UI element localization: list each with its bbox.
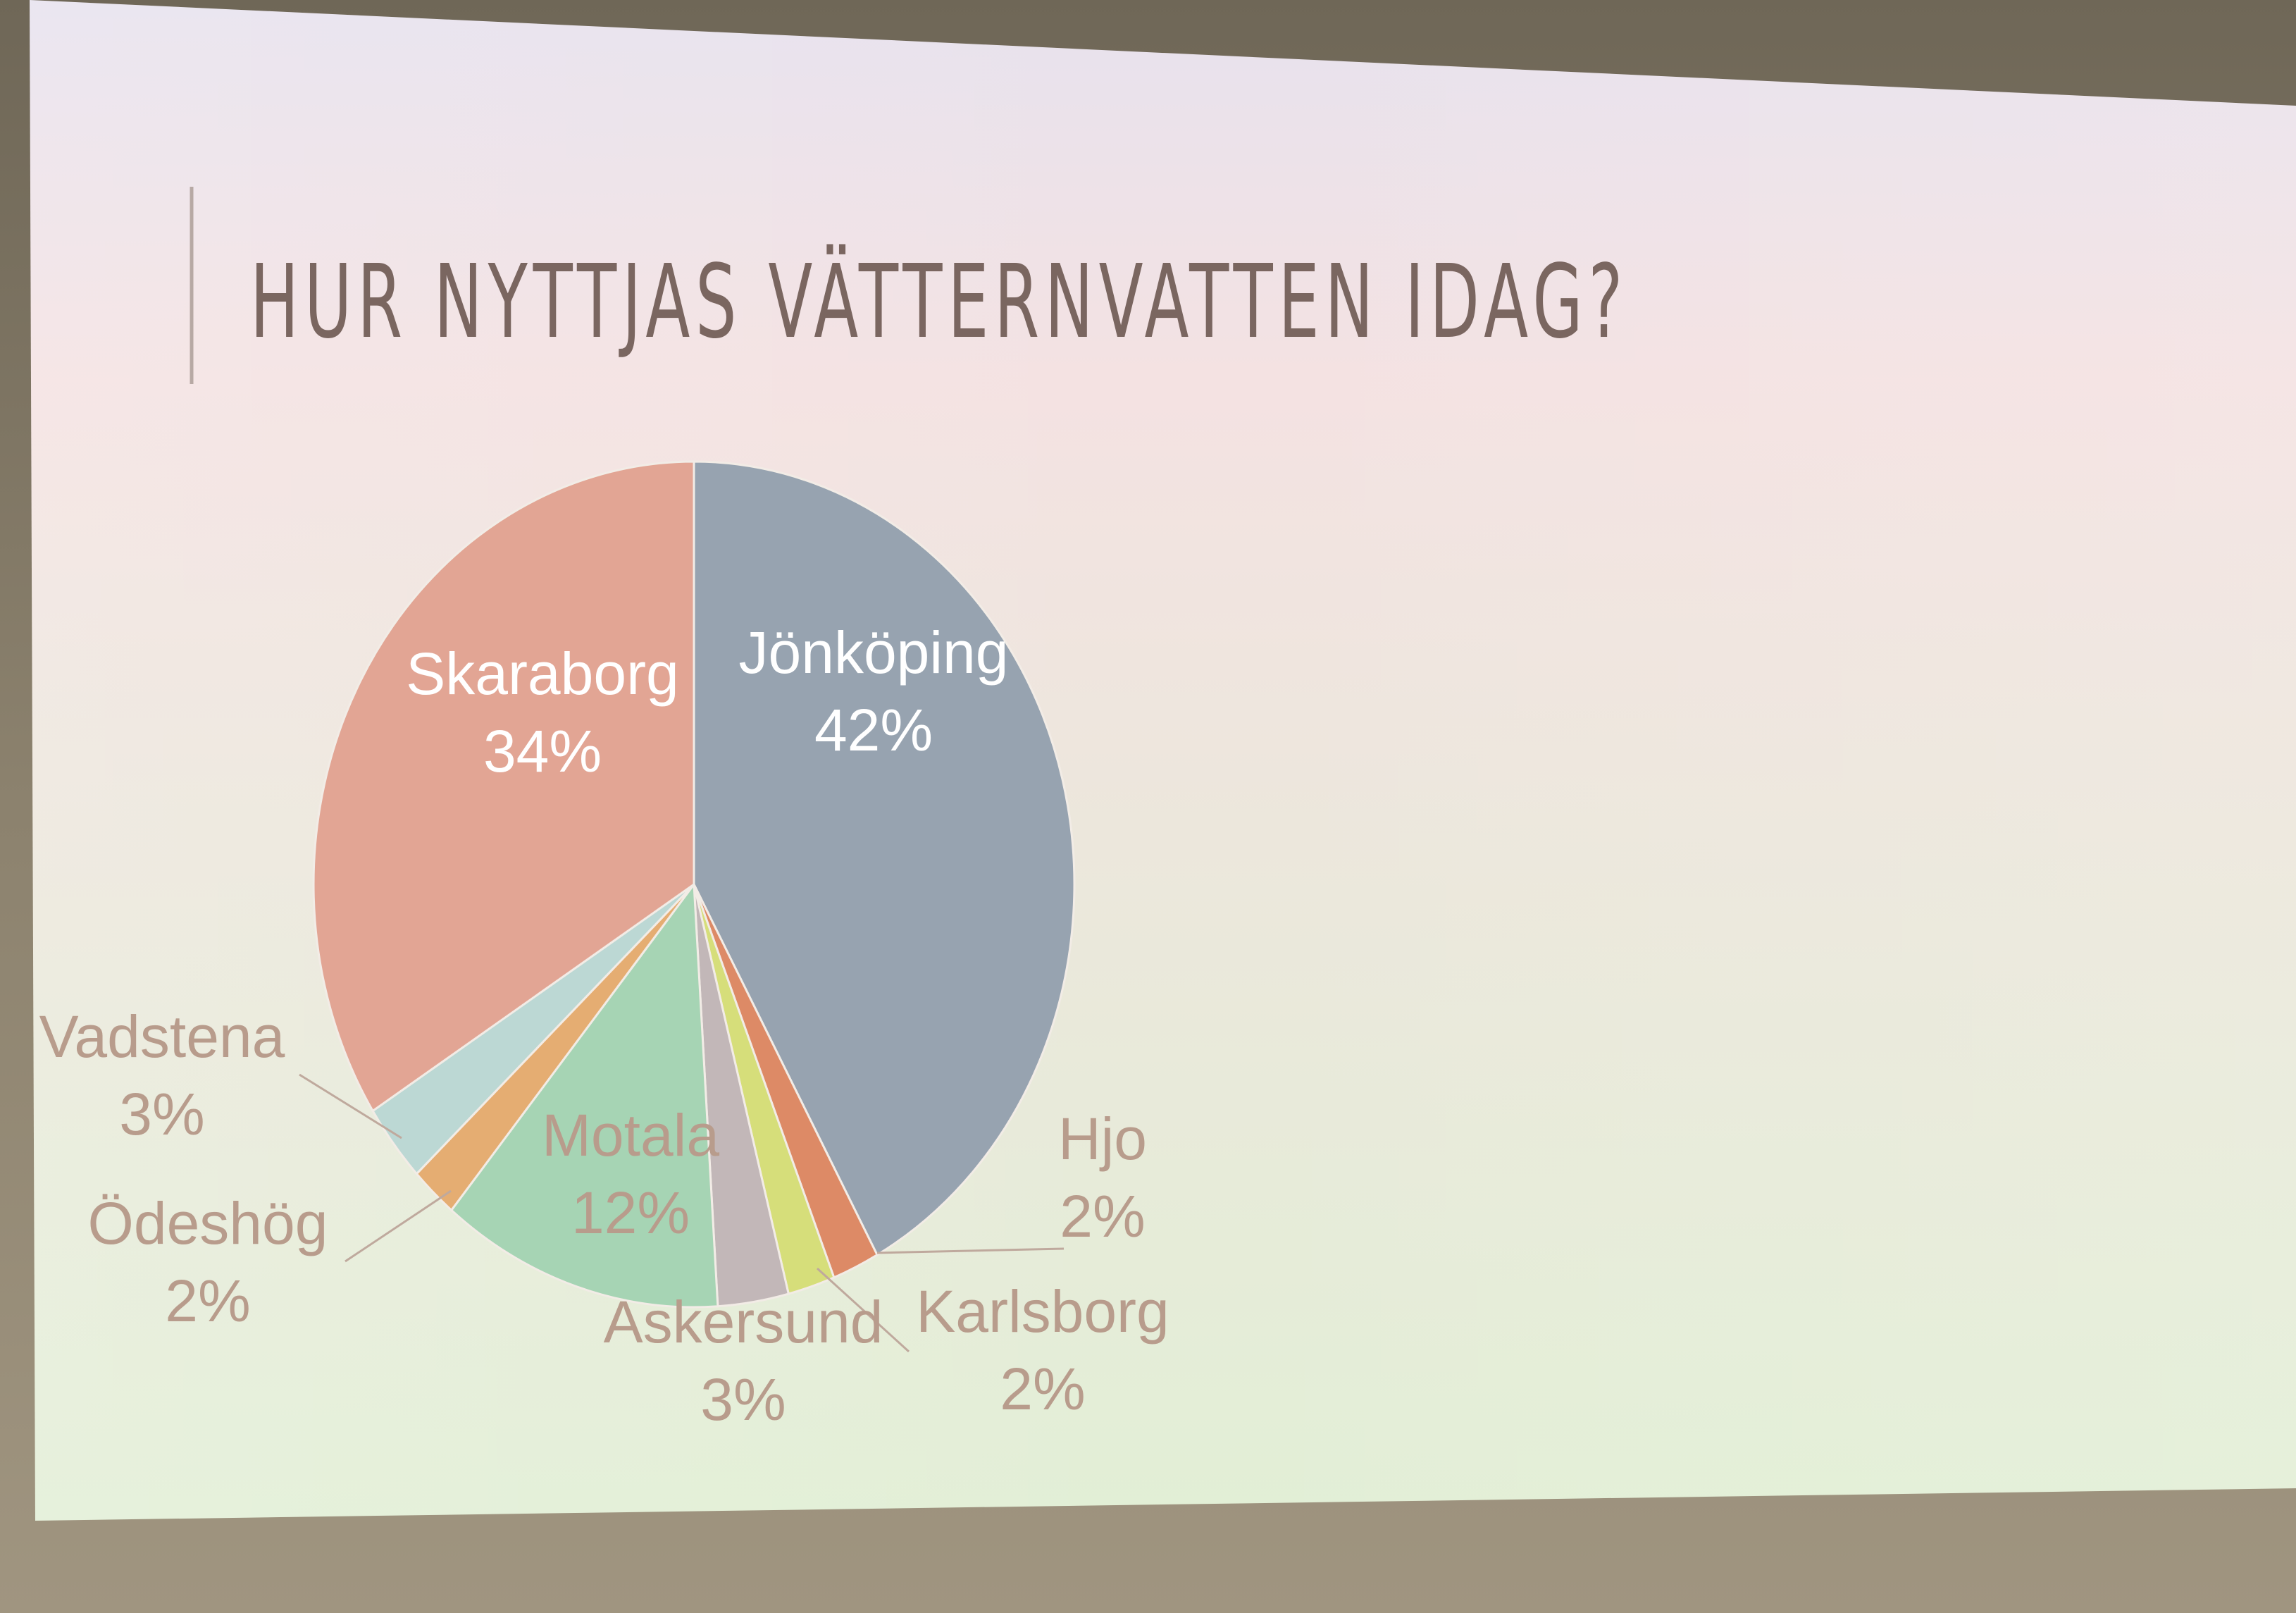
slice-label-vadstena: Vadstena [39, 1003, 285, 1070]
pie-chart: Jönköping 42% Hjo 2% Karlsborg 2% Askersund 3% M… [39, 460, 1169, 1433]
slice-pct-jonkoping: 42% [814, 697, 933, 763]
slice-pct-karlsborg: 2% [1000, 1356, 1085, 1422]
slice-pct-vadstena: 3% [119, 1081, 204, 1147]
slice-pct-askersund: 3% [700, 1366, 786, 1433]
leader-line-karlsborg [816, 1267, 910, 1353]
slice-pct-odeshog: 2% [165, 1268, 250, 1334]
slice-label-askersund: Askersund [604, 1289, 883, 1355]
pie-slice-motala [449, 881, 719, 1309]
slice-label-motala: Motala [542, 1102, 719, 1168]
slide-title: HUR NYTTJAS VÄTTERNVATTEN IDAG? [250, 243, 1628, 361]
slice-label-karlsborg: Karlsborg [916, 1278, 1169, 1345]
slice-pct-motala: 12% [571, 1180, 690, 1246]
pie-slice-jonkoping [693, 460, 1076, 1256]
slice-pct-hjo: 2% [1060, 1183, 1145, 1249]
slice-pct-skaraborg: 34% [483, 718, 602, 784]
leader-line-vadstena [299, 1073, 402, 1139]
leader-line-odeshog [345, 1189, 452, 1263]
slice-label-odeshog: Ödeshög [88, 1190, 328, 1256]
slice-label-jonkoping: Jönköping [739, 619, 1009, 686]
pie-slice-skaraborg [312, 460, 695, 1113]
slice-label-skaraborg: Skaraborg [406, 641, 679, 707]
slice-label-hjo: Hjo [1058, 1106, 1147, 1172]
leader-line-hjo [876, 1247, 1065, 1254]
